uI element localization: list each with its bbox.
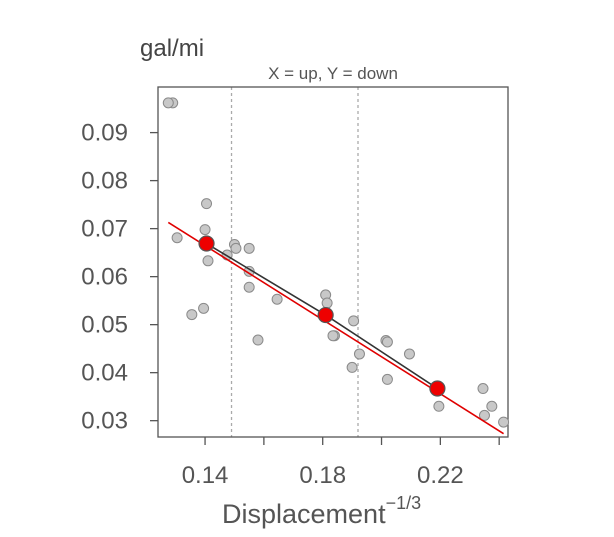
y-tick-label-5: 0.08 [81,168,128,195]
data-point-27 [381,373,393,385]
summary-point-1 [317,306,334,324]
y-tick-label-1: 0.04 [81,360,128,387]
y-tick-label-2: 0.05 [81,312,128,339]
data-point-29 [433,400,445,412]
summary-point-0 [198,235,215,252]
x-tick-label-2: 0.18 [299,462,346,489]
data-point-30 [486,400,498,412]
data-point-25 [353,348,365,360]
fit-line [167,221,505,435]
data-point-13 [271,293,283,305]
data-point-3 [199,224,211,236]
data-point-16 [252,334,264,346]
data-point-26 [346,361,358,373]
x-tick-label-0: 0.14 [182,462,229,489]
data-point-8 [230,242,242,254]
summary-point-2 [429,380,446,397]
data-point-32 [498,416,510,428]
x-tick-label-4: 0.22 [417,462,464,489]
y-tick-label-3: 0.06 [81,264,128,291]
data-point-23 [381,336,393,348]
data-point-19 [348,315,360,327]
data-point-15 [186,309,198,321]
data-point-31 [478,409,490,421]
data-point-10 [202,255,214,267]
summary-group [198,235,446,397]
data-point-18 [321,297,333,309]
data-point-14 [198,302,210,314]
axis-ticks: 0.14 0.18 0.22 0.03 0.04 0.05 0.06 0.07 0.08 0.09 [81,120,500,489]
data-point-21 [327,330,339,342]
x-axis-title: Displacement−1/3 [222,493,421,529]
data-point-7 [243,242,255,254]
vertical-guides [230,87,359,437]
x-axis-title-main: Displacement [222,499,386,529]
data-point-4 [171,232,183,244]
y-unit-label: gal/mi [140,35,204,62]
fit-line-group [167,221,505,435]
data-point-12 [243,281,255,293]
y-tick-label-0: 0.03 [81,408,128,435]
x-axis-title-exponent: −1/3 [386,493,422,513]
plot-frame [157,86,509,438]
y-tick-label-6: 0.09 [81,120,128,147]
data-point-28 [477,383,489,395]
data-point-1 [162,97,174,109]
chart-subtitle: X = up, Y = down [268,64,398,83]
data-points [162,97,510,428]
data-point-2 [201,198,213,210]
data-point-24 [403,348,415,360]
y-tick-label-4: 0.07 [81,216,128,243]
